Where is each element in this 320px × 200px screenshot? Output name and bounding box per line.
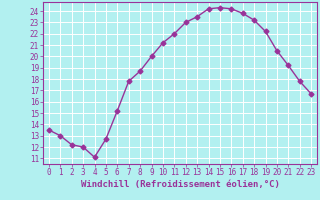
- X-axis label: Windchill (Refroidissement éolien,°C): Windchill (Refroidissement éolien,°C): [81, 180, 279, 189]
